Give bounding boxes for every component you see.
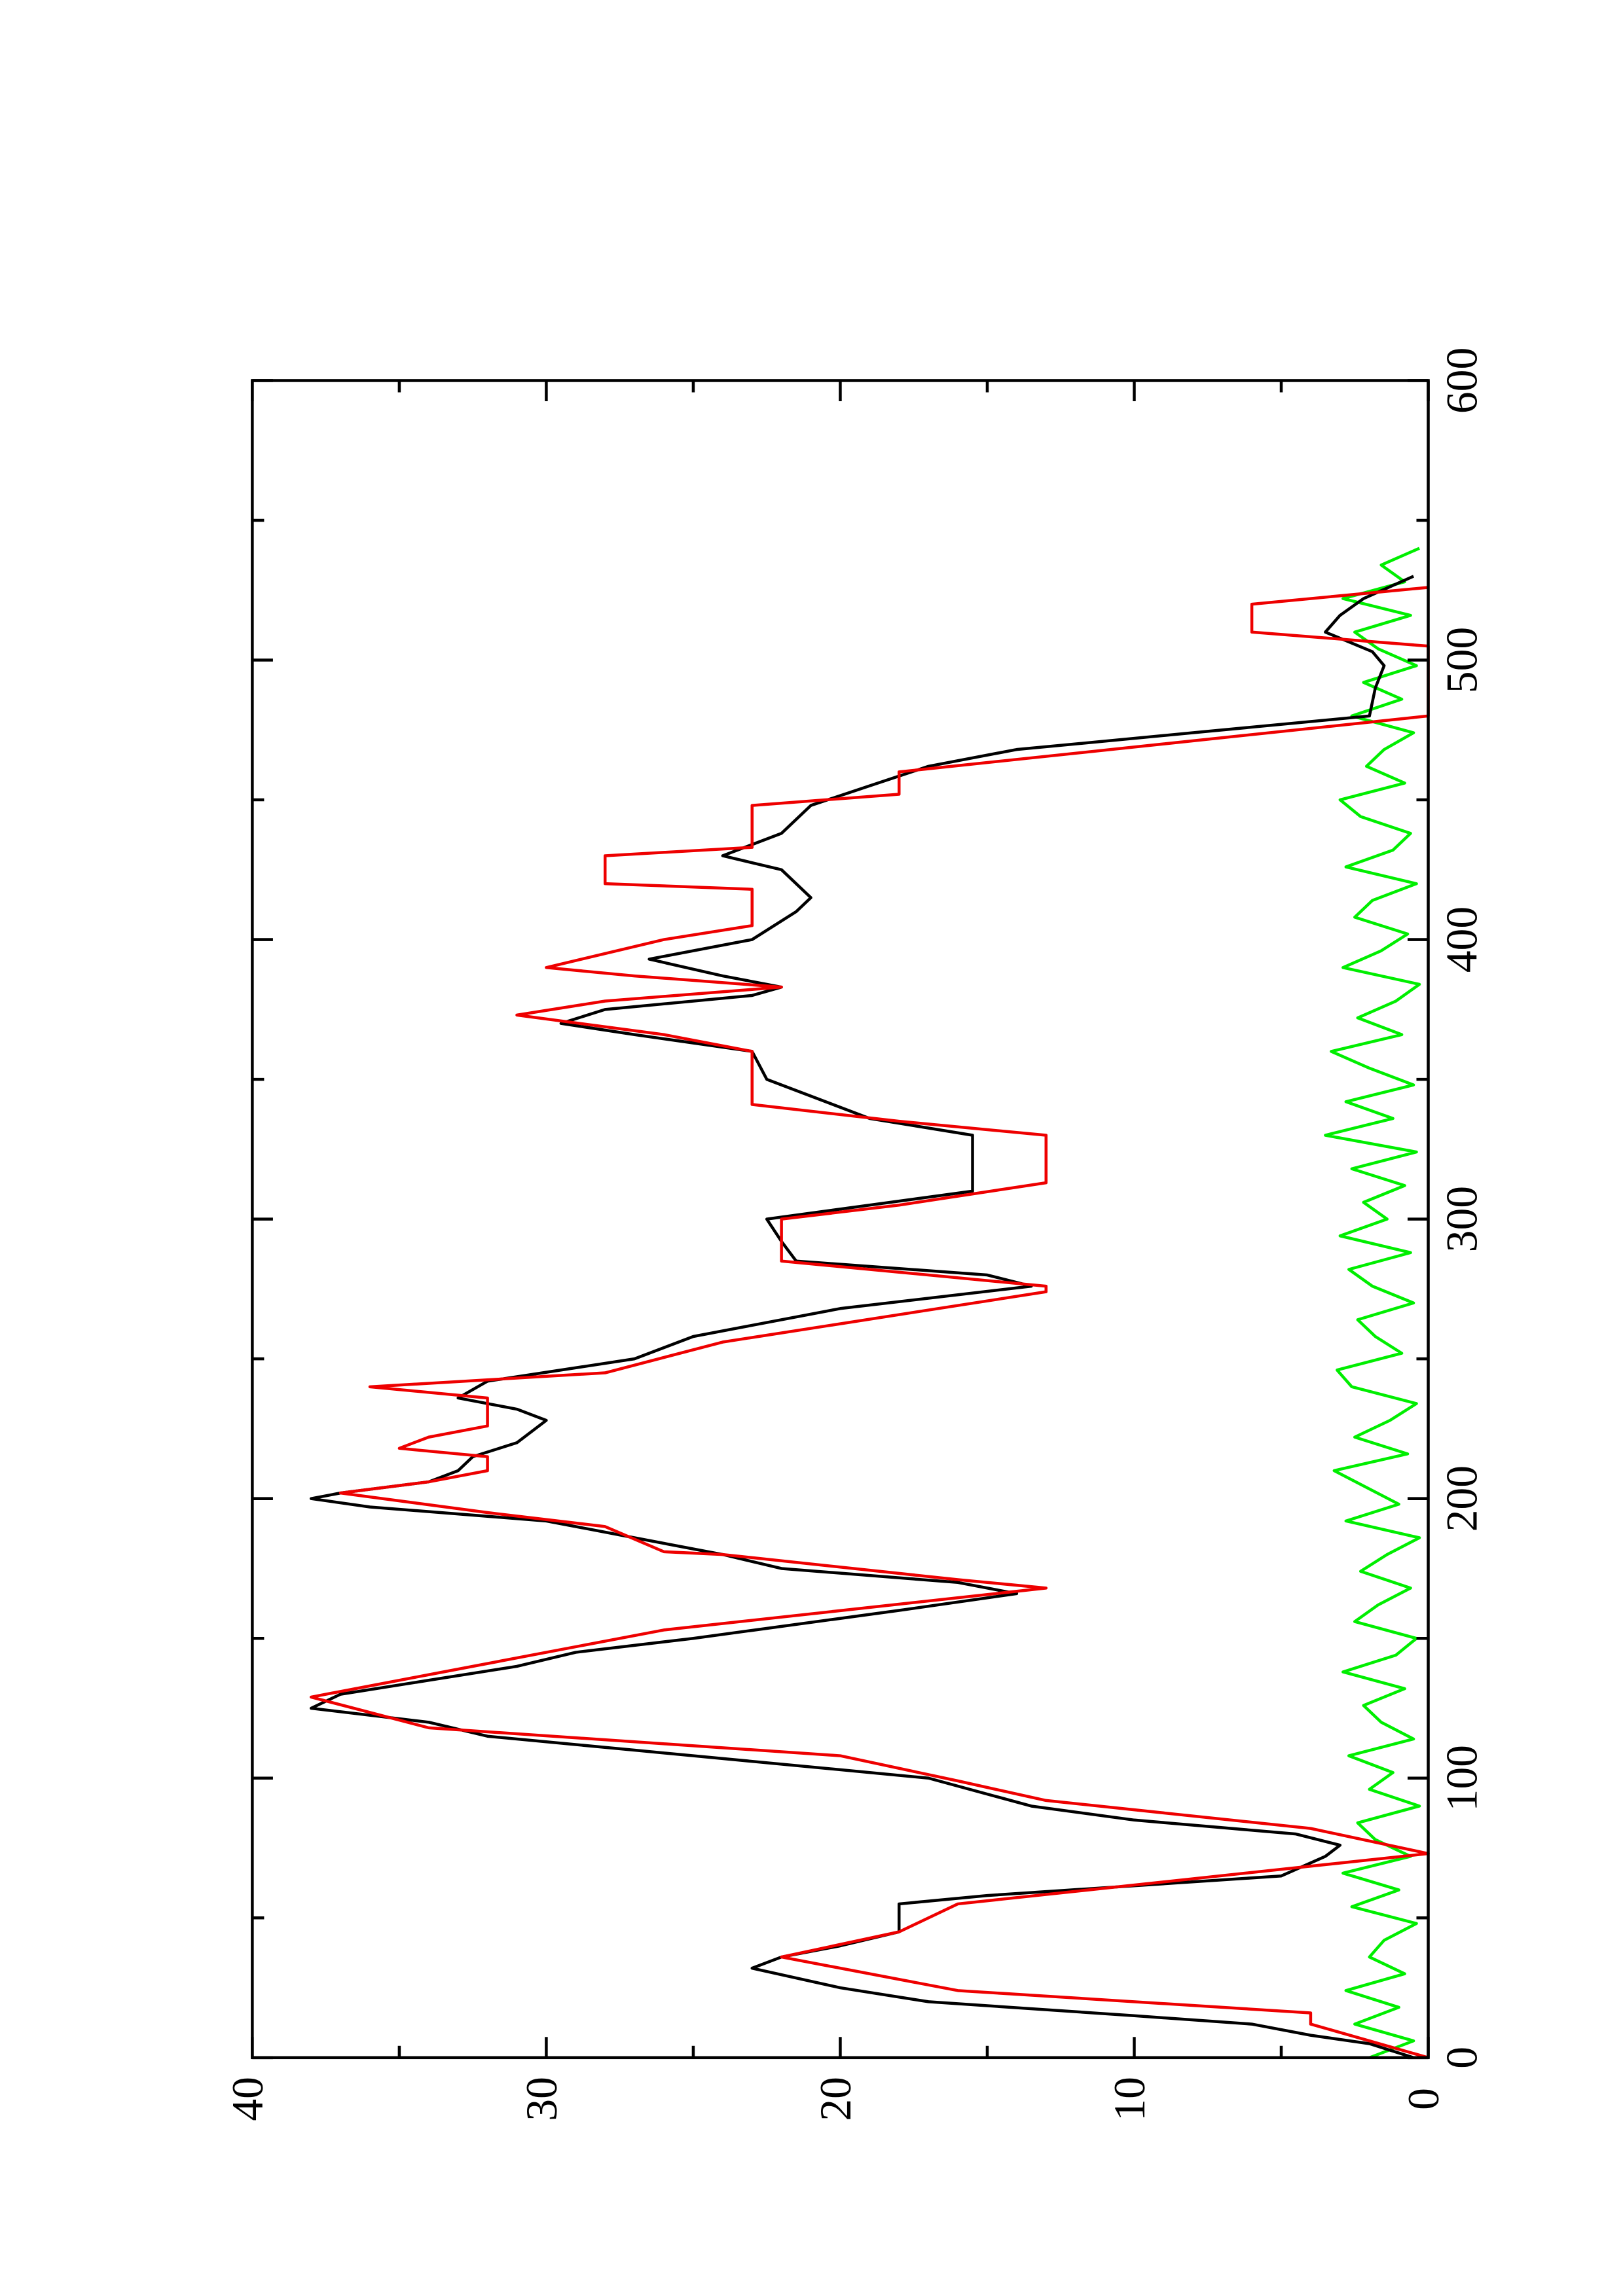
x-tick-label: 600 (1438, 348, 1487, 414)
x-tick-label: 300 (1438, 1186, 1487, 1252)
y-tick-label: 30 (517, 2077, 566, 2121)
y-tick-label: 40 (223, 2077, 272, 2121)
x-tick-label: 500 (1438, 627, 1487, 693)
x-tick-label: 200 (1438, 1465, 1487, 1532)
y-tick-label: 20 (811, 2077, 860, 2121)
x-tick-label: 400 (1438, 906, 1487, 973)
y-tick-label: 0 (1399, 2088, 1448, 2110)
series-line (1324, 547, 1421, 2059)
series-line (309, 586, 1430, 2059)
y-tick-label: 10 (1105, 2077, 1154, 2121)
series-line (309, 575, 1414, 2059)
x-tick-label: 100 (1438, 1745, 1487, 1811)
x-tick-label: 0 (1438, 2047, 1487, 2069)
